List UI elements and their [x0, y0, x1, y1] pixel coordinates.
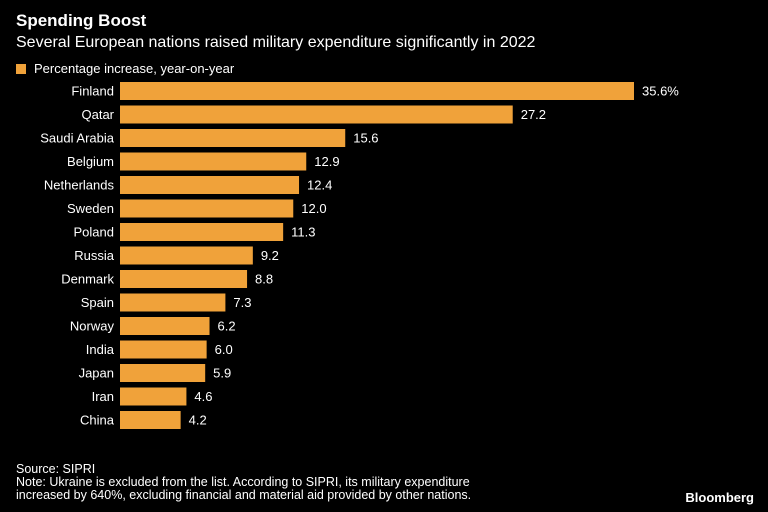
category-label: Sweden [67, 201, 114, 216]
category-label: Saudi Arabia [40, 131, 114, 146]
bar [120, 293, 226, 312]
value-label: 9.2 [261, 248, 279, 263]
bloomberg-logo: Bloomberg [685, 490, 754, 505]
category-label: China [80, 413, 115, 428]
value-label: 6.0 [215, 342, 233, 357]
category-label: Finland [71, 84, 114, 99]
category-label: Russia [74, 248, 115, 263]
value-label: 27.2 [521, 107, 546, 122]
value-label: 12.0 [301, 201, 326, 216]
source-text: Source: SIPRI [16, 462, 96, 476]
bar-chart: Finland 35.6% Qatar 27.2 Saudi Arabia 15.6 Bel… [40, 82, 679, 429]
value-label: 8.8 [255, 272, 273, 287]
category-label: Japan [79, 366, 114, 381]
footer: Source: SIPRI Note: Ukraine is excluded … [16, 463, 471, 502]
bar [120, 223, 284, 241]
bar [120, 246, 253, 265]
category-label: Qatar [81, 107, 114, 122]
bar [120, 411, 181, 429]
category-label: Iran [92, 389, 114, 404]
category-label: India [86, 342, 115, 357]
bar [120, 340, 207, 359]
category-label: Denmark [61, 272, 114, 287]
category-label: Poland [74, 225, 114, 240]
bar [120, 199, 294, 218]
bar [120, 270, 248, 288]
category-label: Spain [81, 295, 114, 310]
chart-subtitle: Several European nations raised military… [16, 34, 536, 51]
note-text-line1: Note: Ukraine is excluded from the list.… [16, 475, 470, 489]
legend-label: Percentage increase, year-on-year [34, 61, 235, 76]
value-label: 12.9 [314, 154, 339, 169]
value-label: 11.3 [291, 225, 315, 240]
bar [120, 387, 187, 406]
category-label: Netherlands [44, 178, 115, 193]
value-label: 7.3 [233, 295, 251, 310]
value-label: 4.2 [189, 413, 207, 428]
value-label: 15.6 [353, 131, 378, 146]
bar [120, 82, 634, 100]
chart-title: Spending Boost [16, 11, 147, 30]
category-label: Belgium [67, 154, 114, 169]
value-label: 5.9 [213, 366, 231, 381]
bar [120, 129, 346, 147]
category-label: Norway [70, 319, 115, 334]
bar [120, 317, 210, 335]
bar [120, 152, 307, 171]
value-label: 6.2 [218, 319, 236, 334]
value-label: 4.6 [194, 389, 212, 404]
legend: Percentage increase, year-on-year [16, 61, 234, 77]
legend-swatch [16, 64, 26, 74]
bar [120, 105, 513, 124]
bar [120, 364, 206, 382]
value-label: 35.6% [642, 84, 679, 99]
value-label: 12.4 [307, 178, 332, 193]
bar [120, 176, 300, 194]
note-text-line2: increased by 640%, excluding financial a… [16, 488, 472, 502]
